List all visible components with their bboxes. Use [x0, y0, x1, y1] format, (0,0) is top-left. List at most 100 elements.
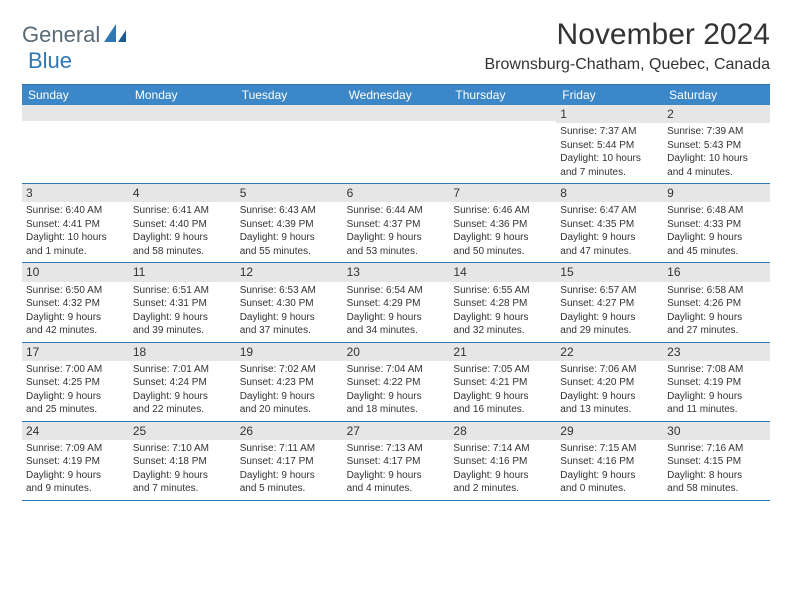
day-detail-line: Daylight: 9 hours: [26, 311, 125, 325]
day-detail-line: Sunrise: 7:14 AM: [453, 442, 552, 456]
weekday-saturday: Saturday: [663, 85, 770, 105]
day-cell: 2Sunrise: 7:39 AMSunset: 5:43 PMDaylight…: [663, 105, 770, 183]
day-cell: [449, 105, 556, 183]
day-detail-line: Sunset: 4:16 PM: [453, 455, 552, 469]
day-detail-line: and 7 minutes.: [560, 166, 659, 180]
day-detail-line: Sunset: 4:36 PM: [453, 218, 552, 232]
day-number: 7: [449, 184, 556, 202]
day-cell: 23Sunrise: 7:08 AMSunset: 4:19 PMDayligh…: [663, 343, 770, 421]
day-number: 21: [449, 343, 556, 361]
day-detail-line: Sunset: 4:30 PM: [240, 297, 339, 311]
day-detail-line: Sunset: 4:18 PM: [133, 455, 232, 469]
weekday-header: Sunday Monday Tuesday Wednesday Thursday…: [22, 85, 770, 105]
day-number: 27: [343, 422, 450, 440]
weekday-friday: Friday: [556, 85, 663, 105]
week-row: 17Sunrise: 7:00 AMSunset: 4:25 PMDayligh…: [22, 343, 770, 422]
day-detail-line: and 34 minutes.: [347, 324, 446, 338]
day-detail-line: and 29 minutes.: [560, 324, 659, 338]
day-number: 29: [556, 422, 663, 440]
day-cell: 22Sunrise: 7:06 AMSunset: 4:20 PMDayligh…: [556, 343, 663, 421]
day-cell: 27Sunrise: 7:13 AMSunset: 4:17 PMDayligh…: [343, 422, 450, 500]
day-cell: 28Sunrise: 7:14 AMSunset: 4:16 PMDayligh…: [449, 422, 556, 500]
day-cell: 11Sunrise: 6:51 AMSunset: 4:31 PMDayligh…: [129, 263, 236, 341]
day-cell: 13Sunrise: 6:54 AMSunset: 4:29 PMDayligh…: [343, 263, 450, 341]
day-cell: 12Sunrise: 6:53 AMSunset: 4:30 PMDayligh…: [236, 263, 343, 341]
day-detail-line: and 9 minutes.: [26, 482, 125, 496]
brand-part2: Blue: [28, 48, 72, 74]
day-detail-line: Daylight: 9 hours: [240, 231, 339, 245]
day-detail-line: and 13 minutes.: [560, 403, 659, 417]
day-detail-line: Sunrise: 7:08 AM: [667, 363, 766, 377]
day-detail-line: and 58 minutes.: [667, 482, 766, 496]
day-detail-line: and 47 minutes.: [560, 245, 659, 259]
brand-part1: General: [22, 22, 100, 48]
day-detail-line: and 42 minutes.: [26, 324, 125, 338]
weeks-container: 1Sunrise: 7:37 AMSunset: 5:44 PMDaylight…: [22, 105, 770, 501]
day-detail-line: and 11 minutes.: [667, 403, 766, 417]
day-cell: 5Sunrise: 6:43 AMSunset: 4:39 PMDaylight…: [236, 184, 343, 262]
day-detail-line: Sunset: 4:33 PM: [667, 218, 766, 232]
day-detail-line: Sunrise: 6:51 AM: [133, 284, 232, 298]
day-detail-line: Sunrise: 7:15 AM: [560, 442, 659, 456]
day-number: 13: [343, 263, 450, 281]
weekday-thursday: Thursday: [449, 85, 556, 105]
day-detail-line: Daylight: 9 hours: [133, 390, 232, 404]
brand-logo: General Blue: [22, 22, 130, 74]
day-detail-line: Sunset: 4:40 PM: [133, 218, 232, 232]
day-number: [22, 105, 129, 121]
day-cell: 20Sunrise: 7:04 AMSunset: 4:22 PMDayligh…: [343, 343, 450, 421]
day-detail-line: and 45 minutes.: [667, 245, 766, 259]
day-number: 17: [22, 343, 129, 361]
week-row: 3Sunrise: 6:40 AMSunset: 4:41 PMDaylight…: [22, 184, 770, 263]
day-detail-line: Sunset: 4:23 PM: [240, 376, 339, 390]
day-detail-line: and 55 minutes.: [240, 245, 339, 259]
day-number: 2: [663, 105, 770, 123]
day-detail-line: Daylight: 9 hours: [240, 469, 339, 483]
header: General Blue November 2024 Brownsburg-Ch…: [22, 18, 770, 76]
day-detail-line: Daylight: 9 hours: [560, 311, 659, 325]
day-detail-line: Sunrise: 6:48 AM: [667, 204, 766, 218]
day-cell: 17Sunrise: 7:00 AMSunset: 4:25 PMDayligh…: [22, 343, 129, 421]
month-title: November 2024: [485, 18, 771, 52]
day-detail-line: Sunrise: 7:16 AM: [667, 442, 766, 456]
day-number: 30: [663, 422, 770, 440]
day-detail-line: Daylight: 9 hours: [453, 390, 552, 404]
day-detail-line: and 16 minutes.: [453, 403, 552, 417]
day-detail-line: Sunset: 4:27 PM: [560, 297, 659, 311]
weekday-sunday: Sunday: [22, 85, 129, 105]
day-detail-line: Sunrise: 7:39 AM: [667, 125, 766, 139]
day-number: 11: [129, 263, 236, 281]
day-detail-line: Sunset: 4:19 PM: [667, 376, 766, 390]
day-detail-line: Daylight: 9 hours: [347, 390, 446, 404]
day-detail-line: Sunset: 4:31 PM: [133, 297, 232, 311]
day-number: 3: [22, 184, 129, 202]
day-detail-line: Sunrise: 6:46 AM: [453, 204, 552, 218]
day-detail-line: Daylight: 9 hours: [240, 390, 339, 404]
day-cell: 24Sunrise: 7:09 AMSunset: 4:19 PMDayligh…: [22, 422, 129, 500]
day-detail-line: Sunset: 5:43 PM: [667, 139, 766, 153]
day-detail-line: and 5 minutes.: [240, 482, 339, 496]
day-detail-line: Sunset: 4:20 PM: [560, 376, 659, 390]
day-number: [343, 105, 450, 121]
day-detail-line: Sunset: 4:17 PM: [347, 455, 446, 469]
day-detail-line: Sunset: 4:26 PM: [667, 297, 766, 311]
day-number: 18: [129, 343, 236, 361]
day-number: [129, 105, 236, 121]
day-detail-line: and 39 minutes.: [133, 324, 232, 338]
day-detail-line: Sunrise: 6:58 AM: [667, 284, 766, 298]
day-cell: 9Sunrise: 6:48 AMSunset: 4:33 PMDaylight…: [663, 184, 770, 262]
day-detail-line: and 4 minutes.: [347, 482, 446, 496]
day-detail-line: Sunset: 4:32 PM: [26, 297, 125, 311]
day-cell: 26Sunrise: 7:11 AMSunset: 4:17 PMDayligh…: [236, 422, 343, 500]
day-detail-line: Sunrise: 7:10 AM: [133, 442, 232, 456]
day-number: [236, 105, 343, 121]
brand-logo-top: General: [22, 22, 130, 48]
day-detail-line: Daylight: 9 hours: [453, 311, 552, 325]
day-detail-line: Sunset: 4:37 PM: [347, 218, 446, 232]
day-detail-line: Sunset: 4:39 PM: [240, 218, 339, 232]
day-detail-line: Sunrise: 6:41 AM: [133, 204, 232, 218]
sail-icon: [104, 24, 130, 47]
day-detail-line: Daylight: 9 hours: [133, 231, 232, 245]
day-detail-line: Sunrise: 6:40 AM: [26, 204, 125, 218]
day-detail-line: and 22 minutes.: [133, 403, 232, 417]
